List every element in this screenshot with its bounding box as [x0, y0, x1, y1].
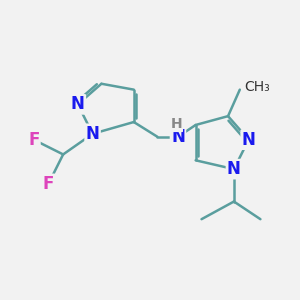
Text: N: N — [227, 160, 241, 178]
Text: N: N — [85, 125, 100, 143]
Text: CH₃: CH₃ — [244, 80, 270, 94]
Text: N: N — [71, 95, 85, 113]
Text: N: N — [171, 128, 185, 146]
Text: F: F — [28, 131, 39, 149]
Text: N: N — [242, 131, 256, 149]
Text: F: F — [43, 175, 54, 193]
Text: H: H — [171, 117, 182, 131]
